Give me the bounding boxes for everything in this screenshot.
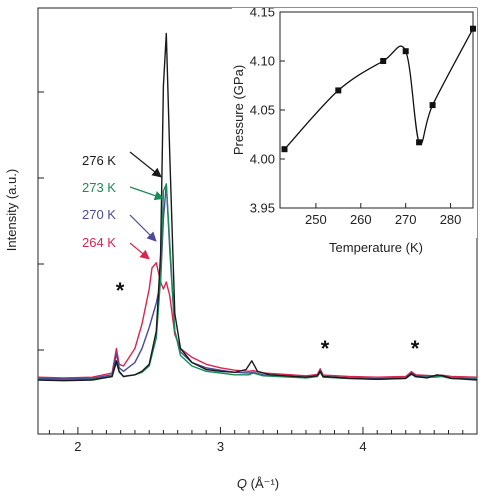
main-x-ticks: 2 3 4 xyxy=(48,427,464,454)
arrow-276K xyxy=(129,151,162,178)
main-series-line-264K xyxy=(37,262,478,379)
main-x-tick-label: 4 xyxy=(359,439,366,454)
asterisk-annotation: * xyxy=(411,336,420,361)
inset-y-axis-label: Pressure (GPa) xyxy=(231,65,246,155)
inset-y-tick-label: 3.95 xyxy=(250,201,275,216)
series-labels: 276 K 273 K 270 K 264 K xyxy=(82,151,165,260)
main-x-axis-label-unit: (Å⁻¹) xyxy=(251,476,280,491)
inset-y-tick-label: 4.05 xyxy=(250,103,275,118)
inset-x-tick-label: 250 xyxy=(305,212,327,227)
inset-y-tick-label: 4.10 xyxy=(250,54,275,69)
inset-data-point xyxy=(429,102,436,109)
series-label-276K: 276 K xyxy=(82,153,116,168)
inset-data-point xyxy=(416,139,423,146)
inset-data-point xyxy=(335,87,342,94)
main-x-axis-label-symbol: Q xyxy=(237,476,247,491)
main-series-group xyxy=(37,32,478,382)
main-y-axis-label: Intensity (a.u.) xyxy=(4,169,19,251)
asterisk-annotation: * xyxy=(116,278,125,303)
main-y-ticks xyxy=(38,91,44,351)
inset-x-tick-label: 280 xyxy=(440,212,462,227)
inset-y-ticks: 3.95 4.00 4.05 4.10 4.15 xyxy=(250,5,285,216)
inset-x-axis-label: Temperature (K) xyxy=(329,240,423,255)
arrow-264K xyxy=(129,242,150,260)
inset-data-point xyxy=(470,25,476,32)
series-label-270K: 270 K xyxy=(82,207,116,222)
inset-data-point xyxy=(380,58,387,64)
series-label-264K: 264 K xyxy=(82,235,116,250)
inset-x-tick-label: 260 xyxy=(350,212,372,227)
inset-y-tick-label: 4.00 xyxy=(250,152,275,167)
inset-x-tick-label: 270 xyxy=(395,212,417,227)
inset-y-tick-label: 4.15 xyxy=(250,5,275,20)
arrow-270K xyxy=(129,214,157,242)
series-label-273K: 273 K xyxy=(82,180,116,195)
main-series-line-276K xyxy=(37,32,478,382)
inset-data-point xyxy=(281,146,288,153)
main-x-tick-label: 2 xyxy=(74,439,81,454)
main-x-tick-label: 3 xyxy=(217,439,224,454)
arrow-273K xyxy=(129,186,165,201)
main-x-axis-label: Q (Å⁻¹) xyxy=(237,476,279,491)
main-chart: 2 3 4 Intensity (a.u.) Q (Å⁻¹) 276 K 273 K… xyxy=(4,7,478,491)
inset-background xyxy=(232,8,477,238)
inset-series-group xyxy=(281,25,476,153)
inset-x-ticks: 250 260 270 280 xyxy=(305,203,461,227)
asterisk-annotation: * xyxy=(321,336,330,361)
inset-data-point xyxy=(402,48,409,55)
inset-chart: 3.95 4.00 4.05 4.10 4.15 250 260 270 280 Pressu… xyxy=(231,5,477,255)
